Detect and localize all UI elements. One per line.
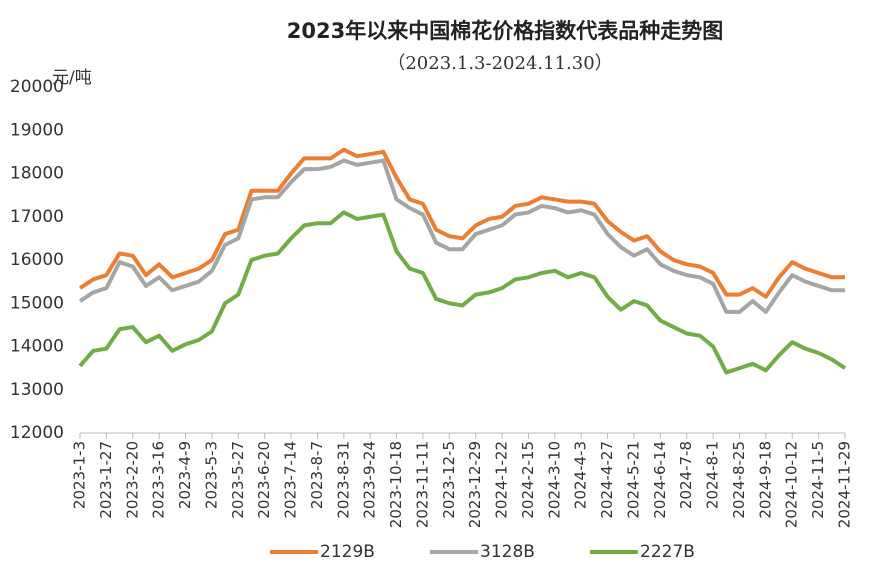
y-tick-label: 16000 xyxy=(10,250,64,270)
legend-label: 2129B xyxy=(320,542,375,562)
x-tick-label: 2023-6-20 xyxy=(255,441,273,519)
x-tick-label: 2024-7-8 xyxy=(677,441,695,509)
y-axis-label: 元/吨 xyxy=(52,68,92,88)
y-tick-label: 19000 xyxy=(10,120,64,140)
x-tick-label: 2023-8-31 xyxy=(334,441,352,519)
y-tick-label: 18000 xyxy=(10,164,64,184)
chart-subtitle: （2023.1.3-2024.11.30） xyxy=(387,53,612,74)
x-tick-label: 2023-3-16 xyxy=(150,441,168,519)
series-line xyxy=(78,210,847,375)
x-tick-label: 2024-8-1 xyxy=(704,441,722,509)
x-tick-label: 2023-8-7 xyxy=(308,441,326,509)
chart-title: 2023年以来中国棉花价格指数代表品种走势图 xyxy=(287,19,723,43)
x-tick-label: 2023-1-27 xyxy=(97,441,115,519)
series-line xyxy=(78,158,845,314)
x-tick-label: 2024-2-15 xyxy=(519,441,537,519)
x-tick-label: 2023-10-18 xyxy=(387,441,405,528)
x-tick-label: 2023-5-3 xyxy=(202,441,220,509)
x-tick-label: 2023-4-9 xyxy=(176,441,194,509)
x-tick-label: 2024-5-21 xyxy=(624,441,642,519)
legend-label: 2227B xyxy=(640,542,695,562)
x-tick-label: 2023-1-3 xyxy=(71,441,89,509)
x-tick-label: 2024-10-12 xyxy=(783,441,801,528)
x-tick-label: 2024-1-22 xyxy=(493,441,511,519)
x-tick-label: 2023-11-11 xyxy=(413,441,431,528)
x-tick-label: 2023-9-24 xyxy=(361,441,379,519)
x-tick-label: 2024-6-14 xyxy=(651,441,669,519)
x-tick-label: 2024-11-29 xyxy=(836,441,854,528)
x-tick-label: 2024-8-25 xyxy=(730,441,748,519)
x-tick-label: 2024-9-18 xyxy=(756,441,774,519)
x-tick-label: 2024-3-10 xyxy=(545,441,563,519)
y-tick-label: 20000 xyxy=(10,77,64,97)
y-tick-label: 13000 xyxy=(10,380,64,400)
y-tick-label: 12000 xyxy=(10,423,64,443)
x-tick-label: 2023-5-27 xyxy=(229,441,247,519)
legend-label: 3128B xyxy=(480,542,535,562)
x-tick-label: 2023-7-14 xyxy=(282,441,300,519)
y-tick-label: 14000 xyxy=(10,337,64,357)
x-tick-label: 2024-4-3 xyxy=(572,441,590,509)
x-tick-label: 2024-11-5 xyxy=(809,441,827,519)
y-tick-label: 15000 xyxy=(10,293,64,313)
x-tick-label: 2024-4-27 xyxy=(598,441,616,519)
y-tick-label: 17000 xyxy=(10,207,64,227)
series-line xyxy=(78,147,845,299)
x-tick-label: 2023-12-5 xyxy=(440,441,458,519)
x-tick-label: 2023-2-20 xyxy=(123,441,141,519)
x-tick-label: 2023-12-29 xyxy=(466,441,484,528)
